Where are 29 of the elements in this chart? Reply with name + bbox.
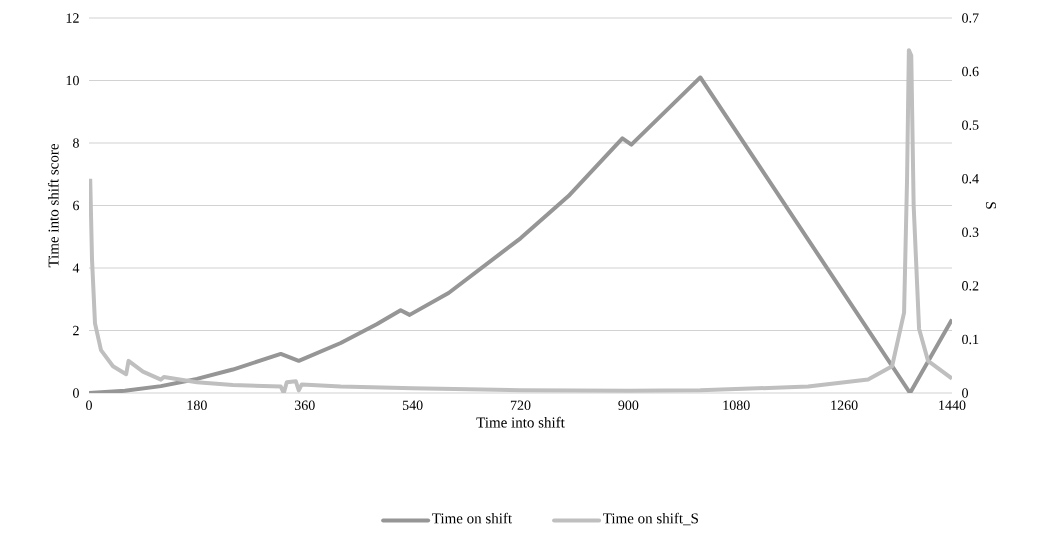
y-tick-label: 12 [66, 13, 79, 23]
y2-tick-label: 0.2 [962, 281, 979, 291]
y2-tick-label: 0.4 [962, 173, 979, 184]
x-tick-label: 1260 [831, 400, 858, 410]
y2-tick-label: 0.7 [962, 13, 979, 23]
legend-label: Time on shift [432, 512, 512, 524]
y2-axis-title: S [985, 202, 996, 209]
y-tick-label: 8 [73, 138, 79, 148]
x-tick-label: 1440 [939, 400, 966, 410]
x-tick-label: 900 [618, 400, 639, 410]
y-tick-label: 4 [72, 263, 80, 273]
x-axis-title: Time into shift [476, 416, 565, 428]
y-tick-label: 6 [73, 200, 80, 211]
x-tick-label: 720 [510, 400, 531, 410]
x-tick-label: 0 [86, 400, 92, 410]
legend-label: Time on shift_S [603, 512, 698, 526]
y-axis-title: Time into shift score [47, 144, 59, 268]
y-tick-label: 10 [66, 75, 79, 86]
y-tick-label: 0 [73, 388, 79, 398]
x-tick-label: 180 [187, 400, 207, 410]
y2-tick-label: 0.3 [962, 227, 979, 238]
y2-tick-label: 0.1 [962, 334, 979, 345]
x-tick-label: 1080 [723, 400, 750, 410]
x-tick-label: 360 [294, 400, 315, 410]
x-tick-label: 540 [402, 400, 423, 410]
y2-tick-label: 0.6 [962, 66, 979, 77]
y2-tick-label: 0.5 [962, 120, 979, 130]
y2-tick-label: 0 [962, 388, 969, 398]
y-tick-label: 2 [73, 325, 79, 336]
